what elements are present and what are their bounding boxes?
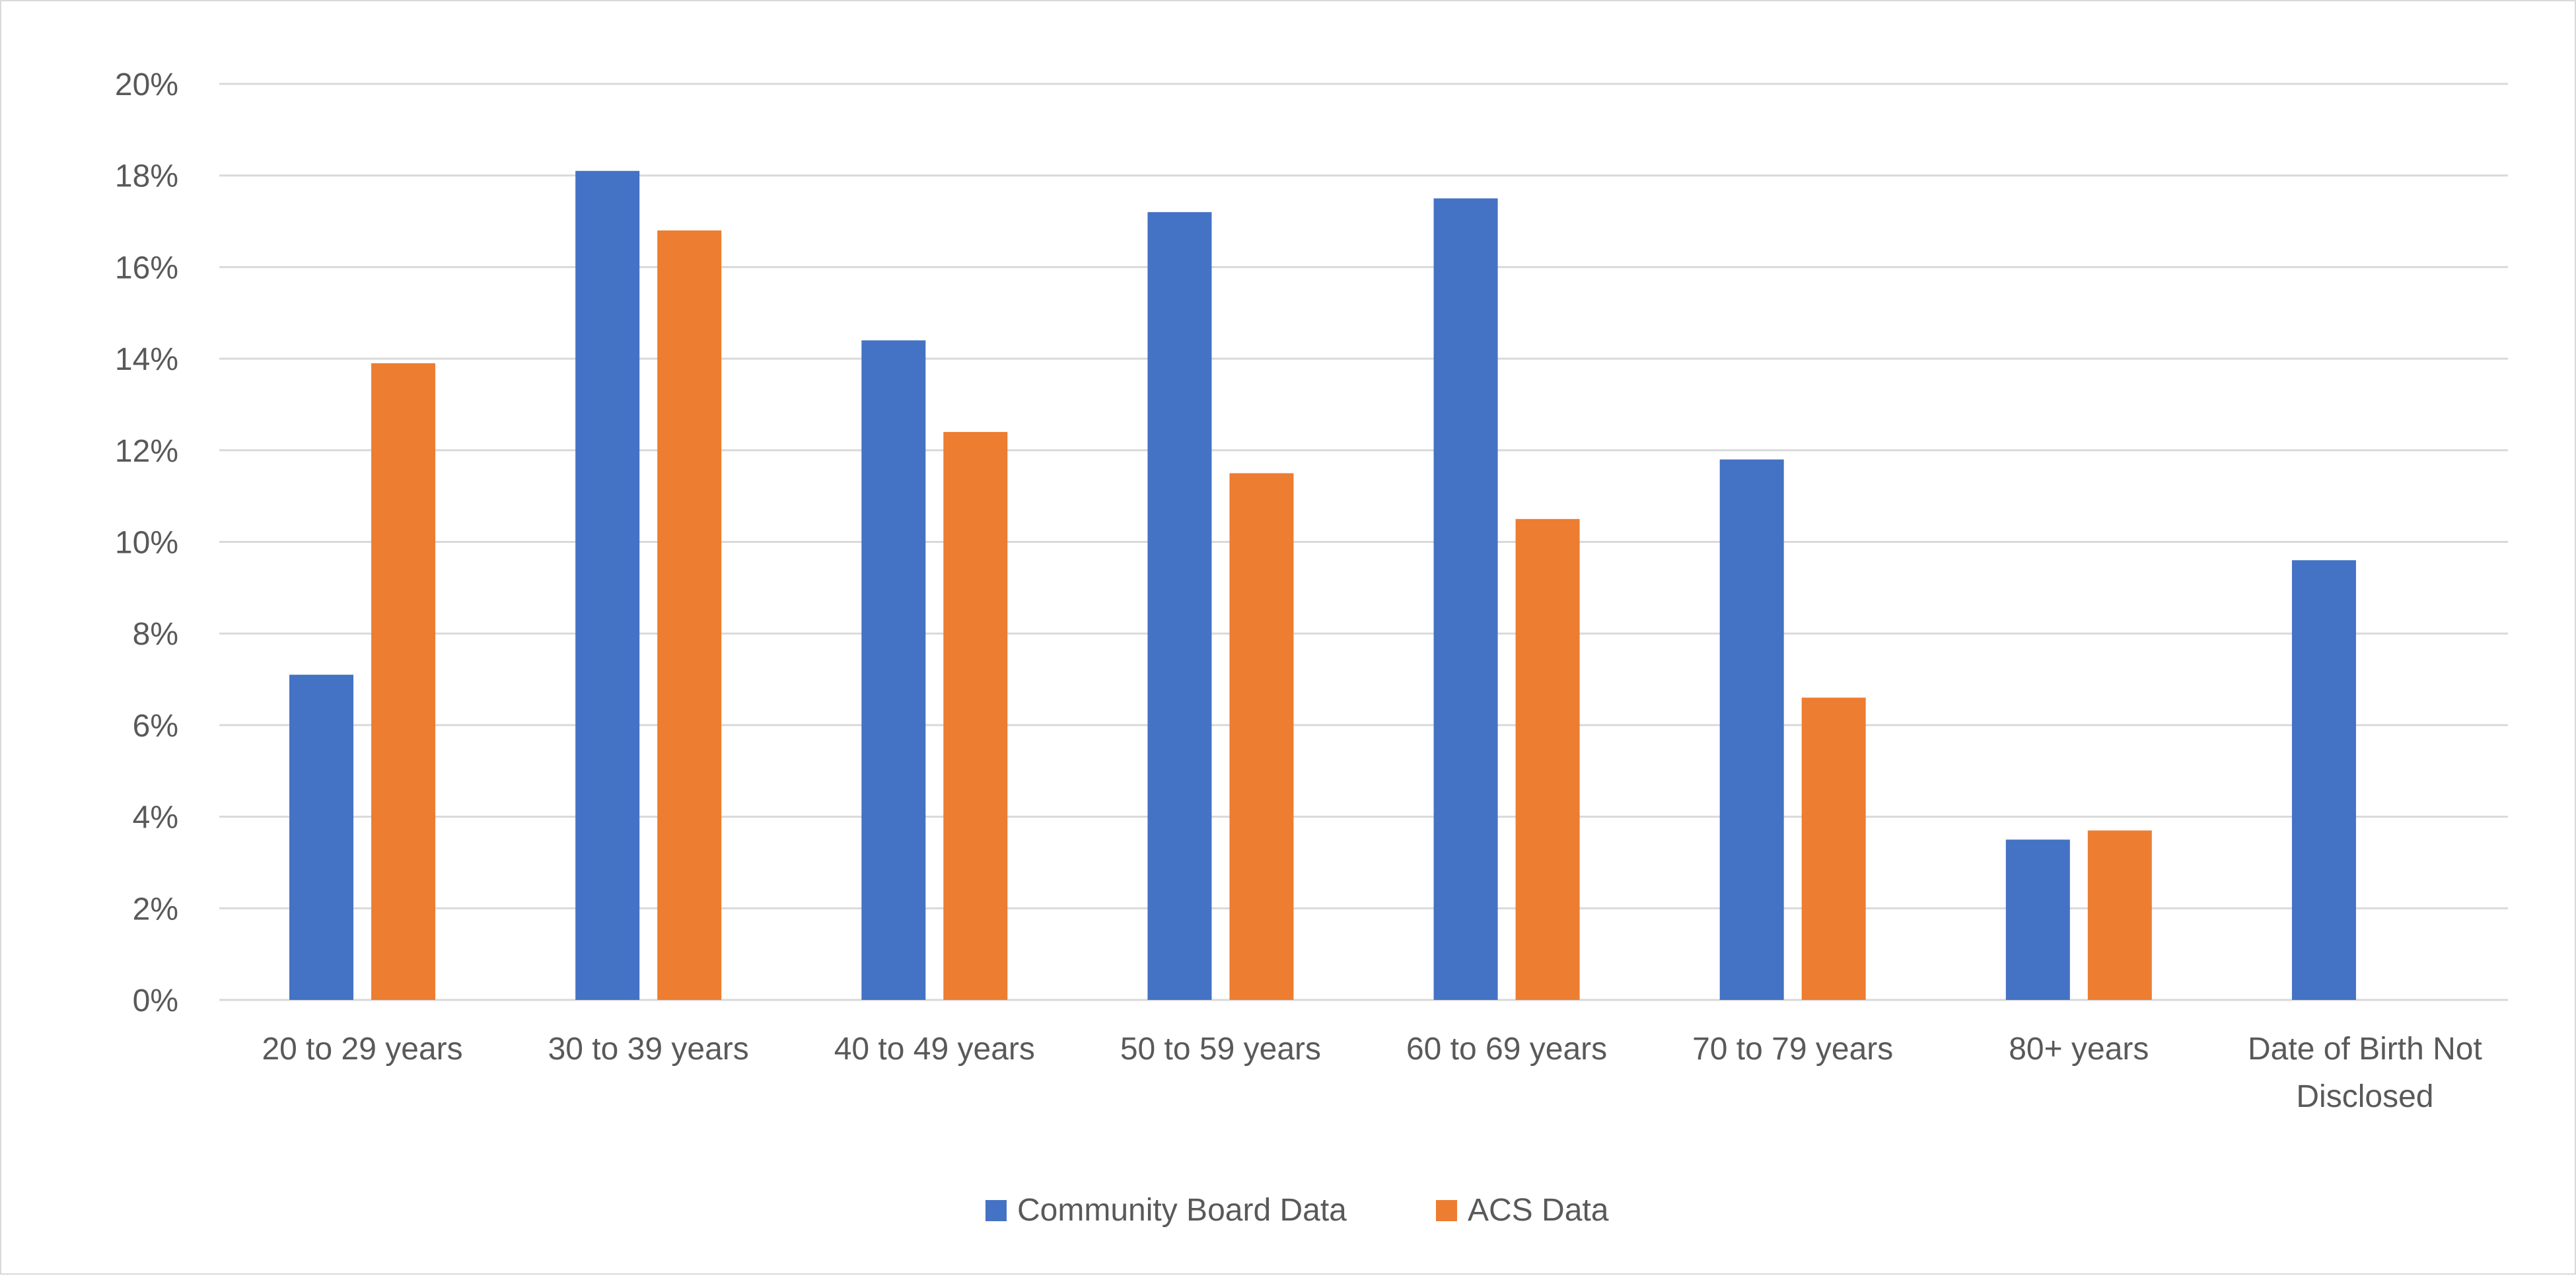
x-tick-label: 80+ years (2009, 1032, 2149, 1067)
bar-acs-data (2087, 830, 2152, 1000)
bar-acs-data (1801, 697, 1866, 1000)
gridlines (219, 83, 2508, 1001)
bar-community-board-data (1433, 198, 1498, 1000)
x-tick-label: 40 to 49 years (834, 1032, 1035, 1067)
bars (289, 170, 2356, 1001)
x-tick-label: 70 to 79 years (1692, 1032, 1893, 1067)
y-tick-label: 10% (115, 526, 178, 561)
y-axis-ticks: 0% 2% 4% 6% 8% 10% 12% 14% 16% 18% 20% (115, 67, 178, 1018)
bar-community-board-data (1147, 212, 1212, 1001)
x-tick-label: 20 to 29 years (262, 1032, 462, 1067)
bar-acs-data (1515, 518, 1580, 1000)
x-tick-label: 60 to 69 years (1406, 1032, 1607, 1067)
x-tick-label: Disclosed (2296, 1079, 2433, 1114)
x-tick-label: 50 to 59 years (1120, 1032, 1321, 1067)
y-tick-label: 12% (115, 434, 178, 469)
bar-community-board-data (2291, 560, 2356, 1000)
bar-community-board-data (575, 170, 640, 1000)
legend-label: ACS Data (1468, 1193, 1609, 1228)
legend: Community Board Data ACS Data (985, 1193, 1609, 1228)
bar-acs-data (1229, 473, 1294, 1000)
legend-label: Community Board Data (1017, 1193, 1347, 1228)
y-tick-label: 2% (133, 892, 178, 927)
y-tick-label: 20% (115, 67, 178, 102)
y-tick-label: 0% (133, 983, 178, 1018)
y-tick-label: 14% (115, 342, 178, 377)
y-tick-label: 8% (133, 617, 178, 652)
legend-swatch (985, 1200, 1007, 1221)
bar-acs-data (371, 363, 436, 1000)
bar-acs-data (943, 432, 1008, 1000)
y-tick-label: 4% (133, 800, 178, 835)
bar-community-board-data (2005, 839, 2070, 1000)
y-tick-label: 18% (115, 159, 178, 194)
bar-acs-data (657, 230, 722, 1000)
x-tick-label: Date of Birth Not (2248, 1032, 2482, 1067)
y-tick-label: 6% (133, 709, 178, 744)
bar-community-board-data (1719, 459, 1784, 1000)
bar-community-board-data (289, 674, 354, 1000)
legend-swatch (1436, 1200, 1457, 1221)
y-tick-label: 16% (115, 250, 178, 285)
x-tick-label: 30 to 39 years (548, 1032, 749, 1067)
x-axis-ticks: 20 to 29 years 30 to 39 years 40 to 49 yea… (262, 1032, 2482, 1114)
bar-community-board-data (861, 340, 926, 1000)
